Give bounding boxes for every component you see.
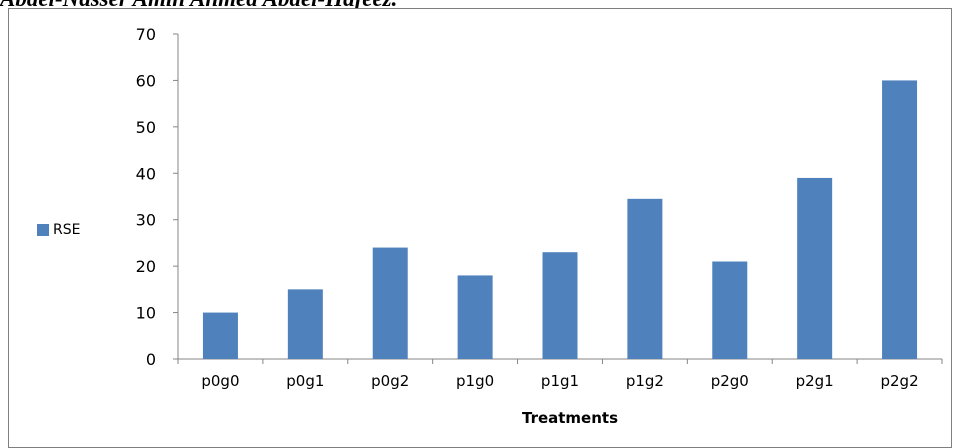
bar-p1g0	[457, 275, 493, 359]
bar-p2g1	[797, 177, 833, 359]
y-tick-label: 30	[136, 211, 156, 230]
x-tick-label-p2g2: p2g2	[880, 372, 918, 390]
bar-p2g2	[882, 80, 918, 359]
y-tick-label: 20	[136, 257, 156, 276]
x-tick-label-p0g0: p0g0	[201, 372, 239, 390]
y-tick-labels: 0 10 20 30 40 50 60 70	[136, 25, 156, 369]
y-tick-label: 40	[136, 164, 156, 183]
y-tick-label: 60	[136, 71, 156, 90]
x-tick-label-p0g1: p0g1	[286, 372, 324, 390]
y-tick-label: 50	[136, 118, 156, 137]
y-tick-label: 70	[136, 25, 156, 44]
bar-p0g2	[372, 247, 408, 359]
chart-legend: RSE	[37, 222, 80, 238]
bar-p1g2	[627, 198, 663, 359]
x-tick-labels: p0g0 p0g1 p0g2 p1g0 p1g1 p1g2 p2g0 p2g1 p2g2	[201, 372, 918, 390]
x-tick-label-p1g1: p1g1	[541, 372, 579, 390]
x-tick-label-p2g0: p2g0	[711, 372, 749, 390]
chart-frame	[8, 8, 952, 448]
x-tick-label-p1g0: p1g0	[456, 372, 494, 390]
chart-bars	[202, 80, 918, 359]
bar-p0g0	[202, 312, 238, 359]
legend-swatch-rse	[37, 224, 49, 236]
x-tick-label-p2g1: p2g1	[796, 372, 834, 390]
y-tick-label: 10	[136, 304, 156, 323]
legend-label-rse: RSE	[53, 222, 81, 238]
bar-p1g1	[542, 252, 578, 359]
x-tick-label-p0g2: p0g2	[371, 372, 409, 390]
x-axis-label: Treatments	[522, 409, 618, 427]
bar-p2g0	[712, 261, 748, 359]
page-header-text: Abdel-Nasser Amin Ahmed Abdel-Hafeez.	[0, 0, 957, 14]
y-tick-label: 0	[146, 350, 156, 369]
bar-p0g1	[287, 289, 323, 359]
x-tick-label-p1g2: p1g2	[626, 372, 664, 390]
